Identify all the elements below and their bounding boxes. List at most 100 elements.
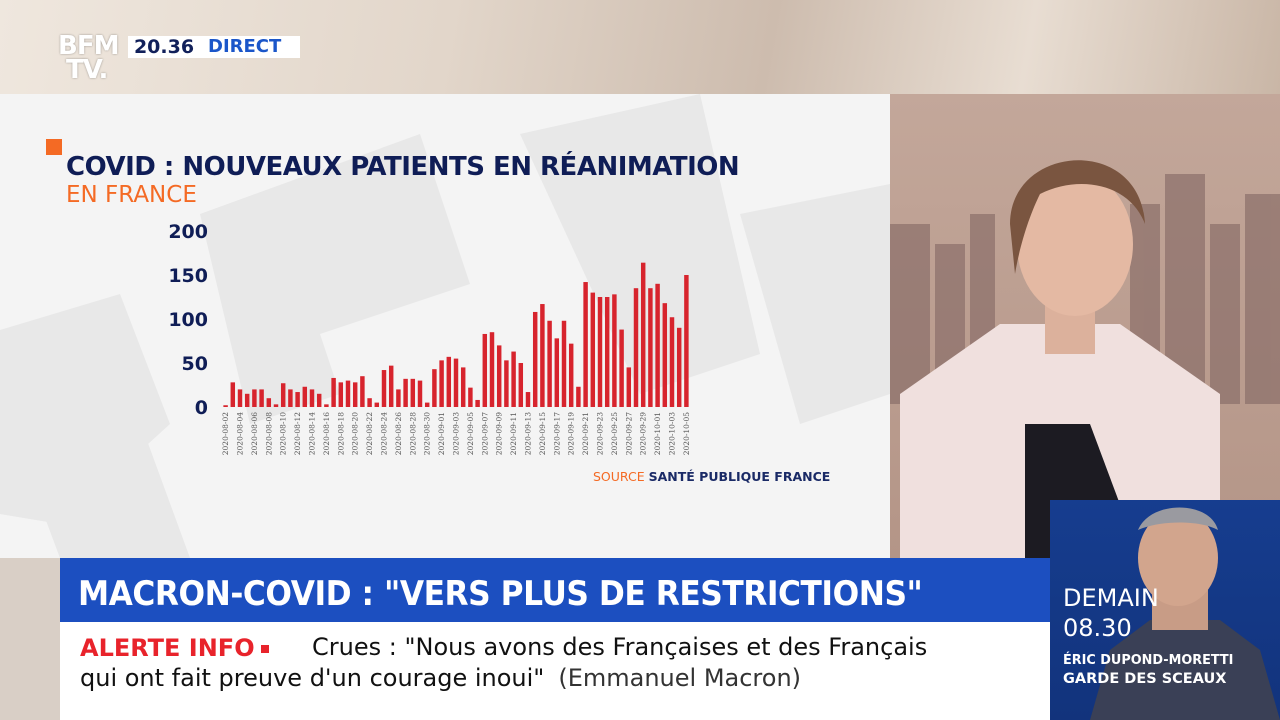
bar bbox=[648, 288, 653, 407]
bar bbox=[669, 317, 675, 407]
bfmtv-logo: BFM TV. bbox=[58, 33, 124, 90]
bar bbox=[432, 369, 437, 407]
chart-panel bbox=[0, 94, 890, 558]
x-tick-label: 2020-08-22 bbox=[365, 412, 374, 455]
bar bbox=[489, 332, 495, 407]
bar bbox=[540, 304, 545, 407]
bar bbox=[331, 377, 336, 407]
bar bbox=[223, 405, 228, 407]
bar bbox=[273, 404, 279, 407]
alert-text-line-1: Crues : "Nous avons des Françaises et de… bbox=[312, 633, 928, 661]
bar bbox=[612, 294, 617, 407]
headline-banner bbox=[60, 558, 1050, 622]
alert-quote-end: qui ont fait preuve d'un courage inoui" bbox=[80, 664, 545, 692]
x-tick-label: 2020-09-13 bbox=[524, 412, 533, 455]
bar bbox=[288, 389, 293, 407]
next-guest-panel bbox=[1050, 500, 1280, 720]
x-tick-label: 2020-09-03 bbox=[452, 412, 461, 455]
headline-text: MACRON-COVID : "VERS PLUS DE RESTRICTION… bbox=[78, 574, 923, 614]
chart-source: SOURCE SANTÉ PUBLIQUE FRANCE bbox=[593, 469, 830, 484]
bar bbox=[410, 378, 416, 407]
x-tick-label: 2020-09-01 bbox=[437, 412, 446, 455]
presenter-video bbox=[890, 94, 1280, 558]
x-tick-label: 2020-08-28 bbox=[408, 412, 417, 455]
bar bbox=[309, 389, 315, 407]
bar bbox=[590, 292, 596, 407]
x-tick-label: 2020-10-05 bbox=[682, 412, 691, 455]
guest-portrait bbox=[1090, 507, 1280, 720]
x-tick-label: 2020-10-01 bbox=[653, 412, 662, 455]
x-tick-label: 2020-09-19 bbox=[567, 412, 576, 455]
bar bbox=[417, 380, 423, 407]
x-tick-label: 2020-09-17 bbox=[552, 412, 561, 455]
bar bbox=[403, 378, 408, 407]
bar bbox=[662, 303, 668, 407]
bar bbox=[504, 360, 509, 407]
bar bbox=[374, 402, 380, 407]
x-tick-label: 2020-08-30 bbox=[423, 412, 432, 455]
bar bbox=[295, 392, 300, 407]
y-tick-label: 100 bbox=[168, 309, 208, 331]
alert-label: ALERTE INFO bbox=[80, 634, 269, 662]
bar bbox=[396, 389, 401, 407]
bar bbox=[676, 327, 682, 407]
logo-line-2: TV. bbox=[66, 55, 108, 85]
x-tick-label: 2020-08-02 bbox=[221, 412, 230, 455]
bar bbox=[604, 297, 610, 407]
bar bbox=[482, 333, 488, 407]
x-tick-label: 2020-08-20 bbox=[351, 412, 360, 455]
bar bbox=[446, 356, 452, 407]
bar bbox=[561, 320, 567, 407]
bar bbox=[338, 382, 344, 407]
bar bbox=[583, 282, 588, 407]
broadcast-clock: 20.36 bbox=[128, 36, 200, 58]
bar-chart: 0 50 100 150 200 2020-08-02 2020-08-04 2020-08-… bbox=[168, 221, 691, 455]
bar bbox=[525, 392, 531, 407]
x-tick-label: 2020-08-08 bbox=[264, 412, 273, 455]
bar bbox=[554, 338, 560, 407]
next-guest-time: 08.30 bbox=[1063, 614, 1132, 642]
bar bbox=[684, 275, 689, 407]
bar bbox=[381, 370, 387, 407]
x-tick-label: 2020-09-29 bbox=[639, 412, 648, 455]
title-accent-square bbox=[46, 139, 62, 155]
bar bbox=[237, 389, 243, 407]
bar bbox=[360, 376, 365, 407]
bar bbox=[266, 398, 272, 407]
x-tick-label: 2020-09-07 bbox=[480, 412, 489, 455]
x-tick-label: 2020-09-09 bbox=[495, 412, 504, 455]
live-badge: DIRECT bbox=[200, 36, 300, 58]
bar bbox=[460, 367, 466, 407]
bar bbox=[302, 386, 308, 407]
alert-dot-icon bbox=[260, 645, 269, 653]
bar bbox=[259, 389, 264, 407]
bar bbox=[252, 389, 257, 407]
x-tick-label: 2020-09-21 bbox=[581, 412, 590, 455]
watermark-logo bbox=[0, 94, 890, 558]
x-tick-label: 2020-08-06 bbox=[250, 412, 259, 455]
bar bbox=[619, 329, 624, 407]
next-guest-role: GARDE DES SCEAUX bbox=[1063, 671, 1227, 687]
alert-author: (Emmanuel Macron) bbox=[558, 664, 802, 692]
bar bbox=[424, 402, 430, 407]
bar bbox=[576, 386, 581, 407]
source-label: SOURCE bbox=[593, 469, 645, 484]
x-tick-label: 2020-08-24 bbox=[380, 412, 389, 455]
bar bbox=[244, 393, 250, 407]
x-tick-label: 2020-09-15 bbox=[538, 412, 547, 455]
bar bbox=[475, 399, 480, 407]
bar bbox=[439, 360, 444, 407]
bar bbox=[230, 382, 236, 407]
bar bbox=[352, 382, 358, 407]
bar bbox=[453, 358, 459, 407]
bar bbox=[316, 393, 322, 407]
presenter-image bbox=[890, 94, 1280, 558]
bar bbox=[547, 320, 552, 407]
y-tick-label: 200 bbox=[168, 221, 208, 243]
bar bbox=[532, 311, 538, 407]
y-tick-label: 0 bbox=[195, 397, 208, 419]
bar bbox=[367, 398, 372, 407]
bar bbox=[655, 283, 660, 407]
next-guest-name: ÉRIC DUPOND-MORETTI bbox=[1063, 652, 1234, 668]
x-tick-label: 2020-08-14 bbox=[308, 412, 317, 455]
